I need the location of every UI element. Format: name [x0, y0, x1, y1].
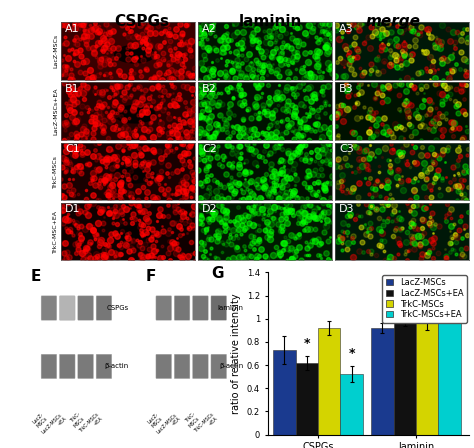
FancyBboxPatch shape	[59, 296, 75, 320]
Y-axis label: ratio of relative intensity: ratio of relative intensity	[231, 293, 241, 414]
FancyBboxPatch shape	[78, 354, 93, 379]
Legend: LacZ-MSCs, LacZ-MSCs+EA, TrkC-MSCs, TrkC-MSCs+EA: LacZ-MSCs, LacZ-MSCs+EA, TrkC-MSCs, TrkC…	[383, 275, 467, 323]
Text: A2: A2	[202, 24, 217, 34]
FancyBboxPatch shape	[59, 354, 75, 379]
Text: B1: B1	[65, 84, 80, 94]
Bar	[318, 328, 340, 435]
Text: TrkC-
MSCs: TrkC- MSCs	[69, 412, 86, 429]
Text: C1: C1	[65, 144, 80, 154]
FancyBboxPatch shape	[78, 296, 93, 320]
Text: *: *	[303, 337, 310, 350]
Text: CSPGs: CSPGs	[107, 305, 129, 311]
Bar	[371, 328, 393, 435]
FancyBboxPatch shape	[41, 296, 57, 320]
Text: merge: merge	[366, 14, 421, 29]
Circle shape	[115, 46, 155, 63]
Bar	[340, 375, 363, 435]
Text: C3: C3	[339, 144, 354, 154]
Text: LacZ-MSCs+EA: LacZ-MSCs+EA	[53, 88, 58, 135]
Text: C2: C2	[202, 144, 217, 154]
FancyBboxPatch shape	[192, 354, 208, 379]
Text: A3: A3	[339, 24, 354, 34]
Circle shape	[115, 166, 155, 183]
Text: E: E	[31, 269, 41, 284]
FancyBboxPatch shape	[192, 296, 208, 320]
Text: D2: D2	[202, 204, 218, 214]
Text: TrkC-MSCs
+EA: TrkC-MSCs +EA	[78, 412, 104, 438]
Text: F: F	[146, 269, 156, 284]
Bar	[438, 302, 461, 435]
Text: β-actin: β-actin	[219, 363, 244, 370]
FancyBboxPatch shape	[96, 354, 112, 379]
Text: G: G	[211, 266, 224, 281]
Text: LacZ-MSCs
+EA: LacZ-MSCs +EA	[155, 412, 182, 438]
FancyBboxPatch shape	[174, 296, 190, 320]
Bar	[273, 350, 296, 435]
Text: LacZ-
MSCs: LacZ- MSCs	[32, 412, 49, 429]
Bar	[416, 321, 438, 435]
Text: *: *	[348, 347, 355, 360]
FancyBboxPatch shape	[156, 354, 172, 379]
FancyBboxPatch shape	[174, 354, 190, 379]
FancyBboxPatch shape	[211, 296, 227, 320]
FancyBboxPatch shape	[211, 354, 227, 379]
Text: A1: A1	[65, 24, 80, 34]
Circle shape	[115, 226, 155, 243]
Text: B3: B3	[339, 84, 354, 94]
Text: D1: D1	[65, 204, 81, 214]
Text: TrkC-
MSCs: TrkC- MSCs	[183, 412, 201, 429]
Text: LacZ-MSCs: LacZ-MSCs	[53, 34, 58, 69]
Text: D3: D3	[339, 204, 355, 214]
Bar	[296, 363, 318, 435]
Circle shape	[115, 106, 155, 123]
Text: CSPGs: CSPGs	[115, 14, 170, 29]
FancyBboxPatch shape	[96, 296, 112, 320]
FancyBboxPatch shape	[156, 296, 172, 320]
Text: β-actin: β-actin	[104, 363, 129, 370]
Bar	[393, 321, 416, 435]
Text: TrkC-MSCs
+EA: TrkC-MSCs +EA	[193, 412, 219, 438]
Text: LacZ-
MSCs: LacZ- MSCs	[146, 412, 164, 429]
Text: laminin: laminin	[218, 305, 244, 311]
Text: TrkC-MSCs: TrkC-MSCs	[53, 155, 58, 188]
Text: laminin: laminin	[238, 14, 302, 29]
Text: TrkC-MSC+EA: TrkC-MSC+EA	[53, 210, 58, 253]
Text: *: *	[447, 277, 453, 290]
Text: B2: B2	[202, 84, 217, 94]
Text: LacZ-MSCs
+EA: LacZ-MSCs +EA	[41, 412, 67, 438]
FancyBboxPatch shape	[41, 354, 57, 379]
